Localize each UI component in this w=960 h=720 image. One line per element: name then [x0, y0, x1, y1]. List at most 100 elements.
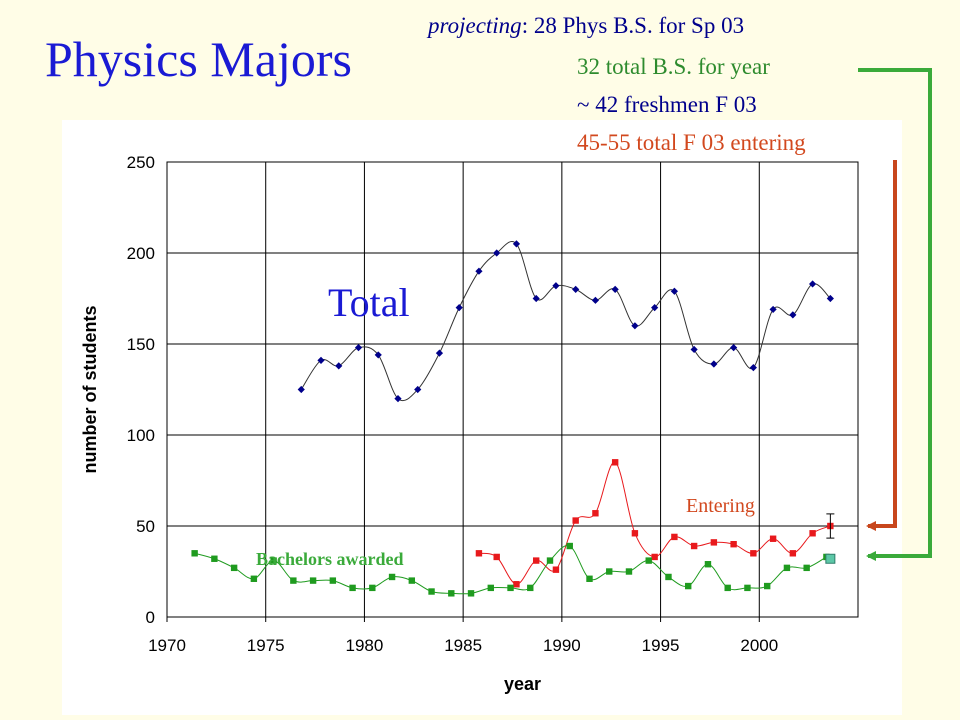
data-point	[408, 577, 416, 584]
data-point	[685, 582, 692, 590]
y-tick-label: 250	[127, 153, 155, 172]
y-tick-label: 100	[127, 426, 155, 445]
projection-line-1: projecting: 28 Phys B.S. for Sp 03	[428, 14, 744, 37]
data-point	[512, 240, 521, 248]
data-point	[546, 557, 554, 564]
projection-line-1-text: 28 Phys B.S. for Sp 03	[533, 13, 745, 38]
data-point	[592, 510, 599, 517]
projection-lead-colon: :	[521, 13, 529, 38]
data-point	[250, 575, 258, 582]
data-point	[428, 588, 435, 595]
x-axis-label: year	[504, 674, 541, 694]
data-point	[388, 573, 396, 581]
data-point	[704, 561, 712, 568]
data-point	[631, 322, 639, 330]
data-point	[507, 584, 514, 592]
data-point	[435, 349, 444, 357]
projection-line-3: ~ 42 freshmen F 03	[577, 92, 757, 117]
data-point	[625, 568, 633, 575]
data-point	[803, 564, 810, 572]
series-line	[300, 240, 831, 402]
data-point	[532, 294, 540, 303]
data-point	[611, 459, 619, 466]
data-point	[290, 577, 297, 584]
data-point	[586, 575, 593, 582]
chart-panel: 0 50 100 150 200 250 1970 1975 1980 1985 1990 1995 2…	[62, 120, 902, 715]
data-point	[374, 351, 382, 359]
y-tick-label: 0	[146, 608, 155, 627]
x-tick-label: 1990	[543, 636, 581, 655]
data-point	[513, 581, 520, 588]
data-point	[317, 356, 325, 364]
data-point	[349, 584, 356, 592]
x-tick-label: 1980	[346, 636, 384, 655]
data-point	[645, 557, 652, 564]
data-point	[527, 584, 534, 592]
data-point	[769, 535, 777, 542]
data-point	[710, 539, 718, 546]
data-point	[690, 542, 698, 550]
data-point	[270, 557, 277, 564]
data-point	[475, 550, 483, 557]
data-point	[749, 364, 757, 372]
chart: 0 50 100 150 200 250 1970 1975 1980 1985 1990 1995 2…	[80, 153, 859, 694]
data-point	[487, 584, 494, 592]
projection-line-2: 32 total B.S. for year	[577, 54, 770, 79]
data-point	[493, 249, 501, 257]
data-point	[724, 584, 731, 592]
data-point	[552, 566, 560, 573]
y-axis-label: number of students	[80, 305, 100, 473]
data-point	[532, 557, 540, 564]
data-point	[750, 550, 757, 557]
data-point	[211, 555, 218, 562]
data-point	[475, 267, 483, 275]
projection-bachelors-point	[825, 553, 836, 564]
data-point	[783, 564, 791, 572]
data-point	[808, 280, 817, 288]
series-bachelors-awarded	[191, 542, 830, 597]
annotation-bachelors: Bachelors awarded	[256, 549, 404, 569]
data-point	[591, 296, 600, 304]
data-point	[730, 541, 737, 548]
y-tick-label: 200	[127, 244, 155, 263]
annotation-entering: Entering	[686, 495, 755, 517]
data-point	[448, 590, 455, 597]
x-tick-label: 1995	[642, 636, 680, 655]
data-point	[670, 287, 678, 295]
y-tick-label: 50	[136, 517, 155, 536]
projection-line-4: 45-55 total F 03 entering	[577, 130, 806, 155]
series-entering	[475, 459, 834, 588]
data-point	[493, 553, 500, 561]
data-point	[572, 517, 579, 524]
data-point	[665, 573, 672, 581]
data-point	[354, 344, 363, 352]
data-point	[297, 385, 305, 394]
data-point	[651, 553, 658, 561]
projection-lead: projecting	[428, 13, 522, 38]
x-tick-label: 1985	[444, 636, 482, 655]
series-line	[478, 461, 831, 585]
x-tick-label: 1970	[148, 636, 186, 655]
data-point	[191, 550, 198, 557]
data-point	[763, 582, 771, 590]
data-point	[826, 294, 834, 303]
data-point	[369, 584, 376, 592]
data-point	[789, 311, 797, 319]
page-title: Physics Majors	[45, 31, 352, 87]
data-point	[467, 590, 475, 597]
x-tick-label: 2000	[740, 636, 778, 655]
data-point	[414, 385, 422, 394]
data-point	[309, 577, 317, 584]
data-point	[394, 395, 402, 403]
data-point	[789, 550, 797, 557]
annotation-total: Total	[328, 280, 410, 325]
data-point	[552, 282, 560, 290]
data-point	[455, 304, 463, 312]
data-point	[329, 577, 337, 584]
x-tick-label: 1975	[247, 636, 285, 655]
data-point	[671, 533, 678, 541]
data-point	[631, 530, 639, 537]
data-point	[606, 568, 613, 575]
data-point	[744, 584, 751, 592]
